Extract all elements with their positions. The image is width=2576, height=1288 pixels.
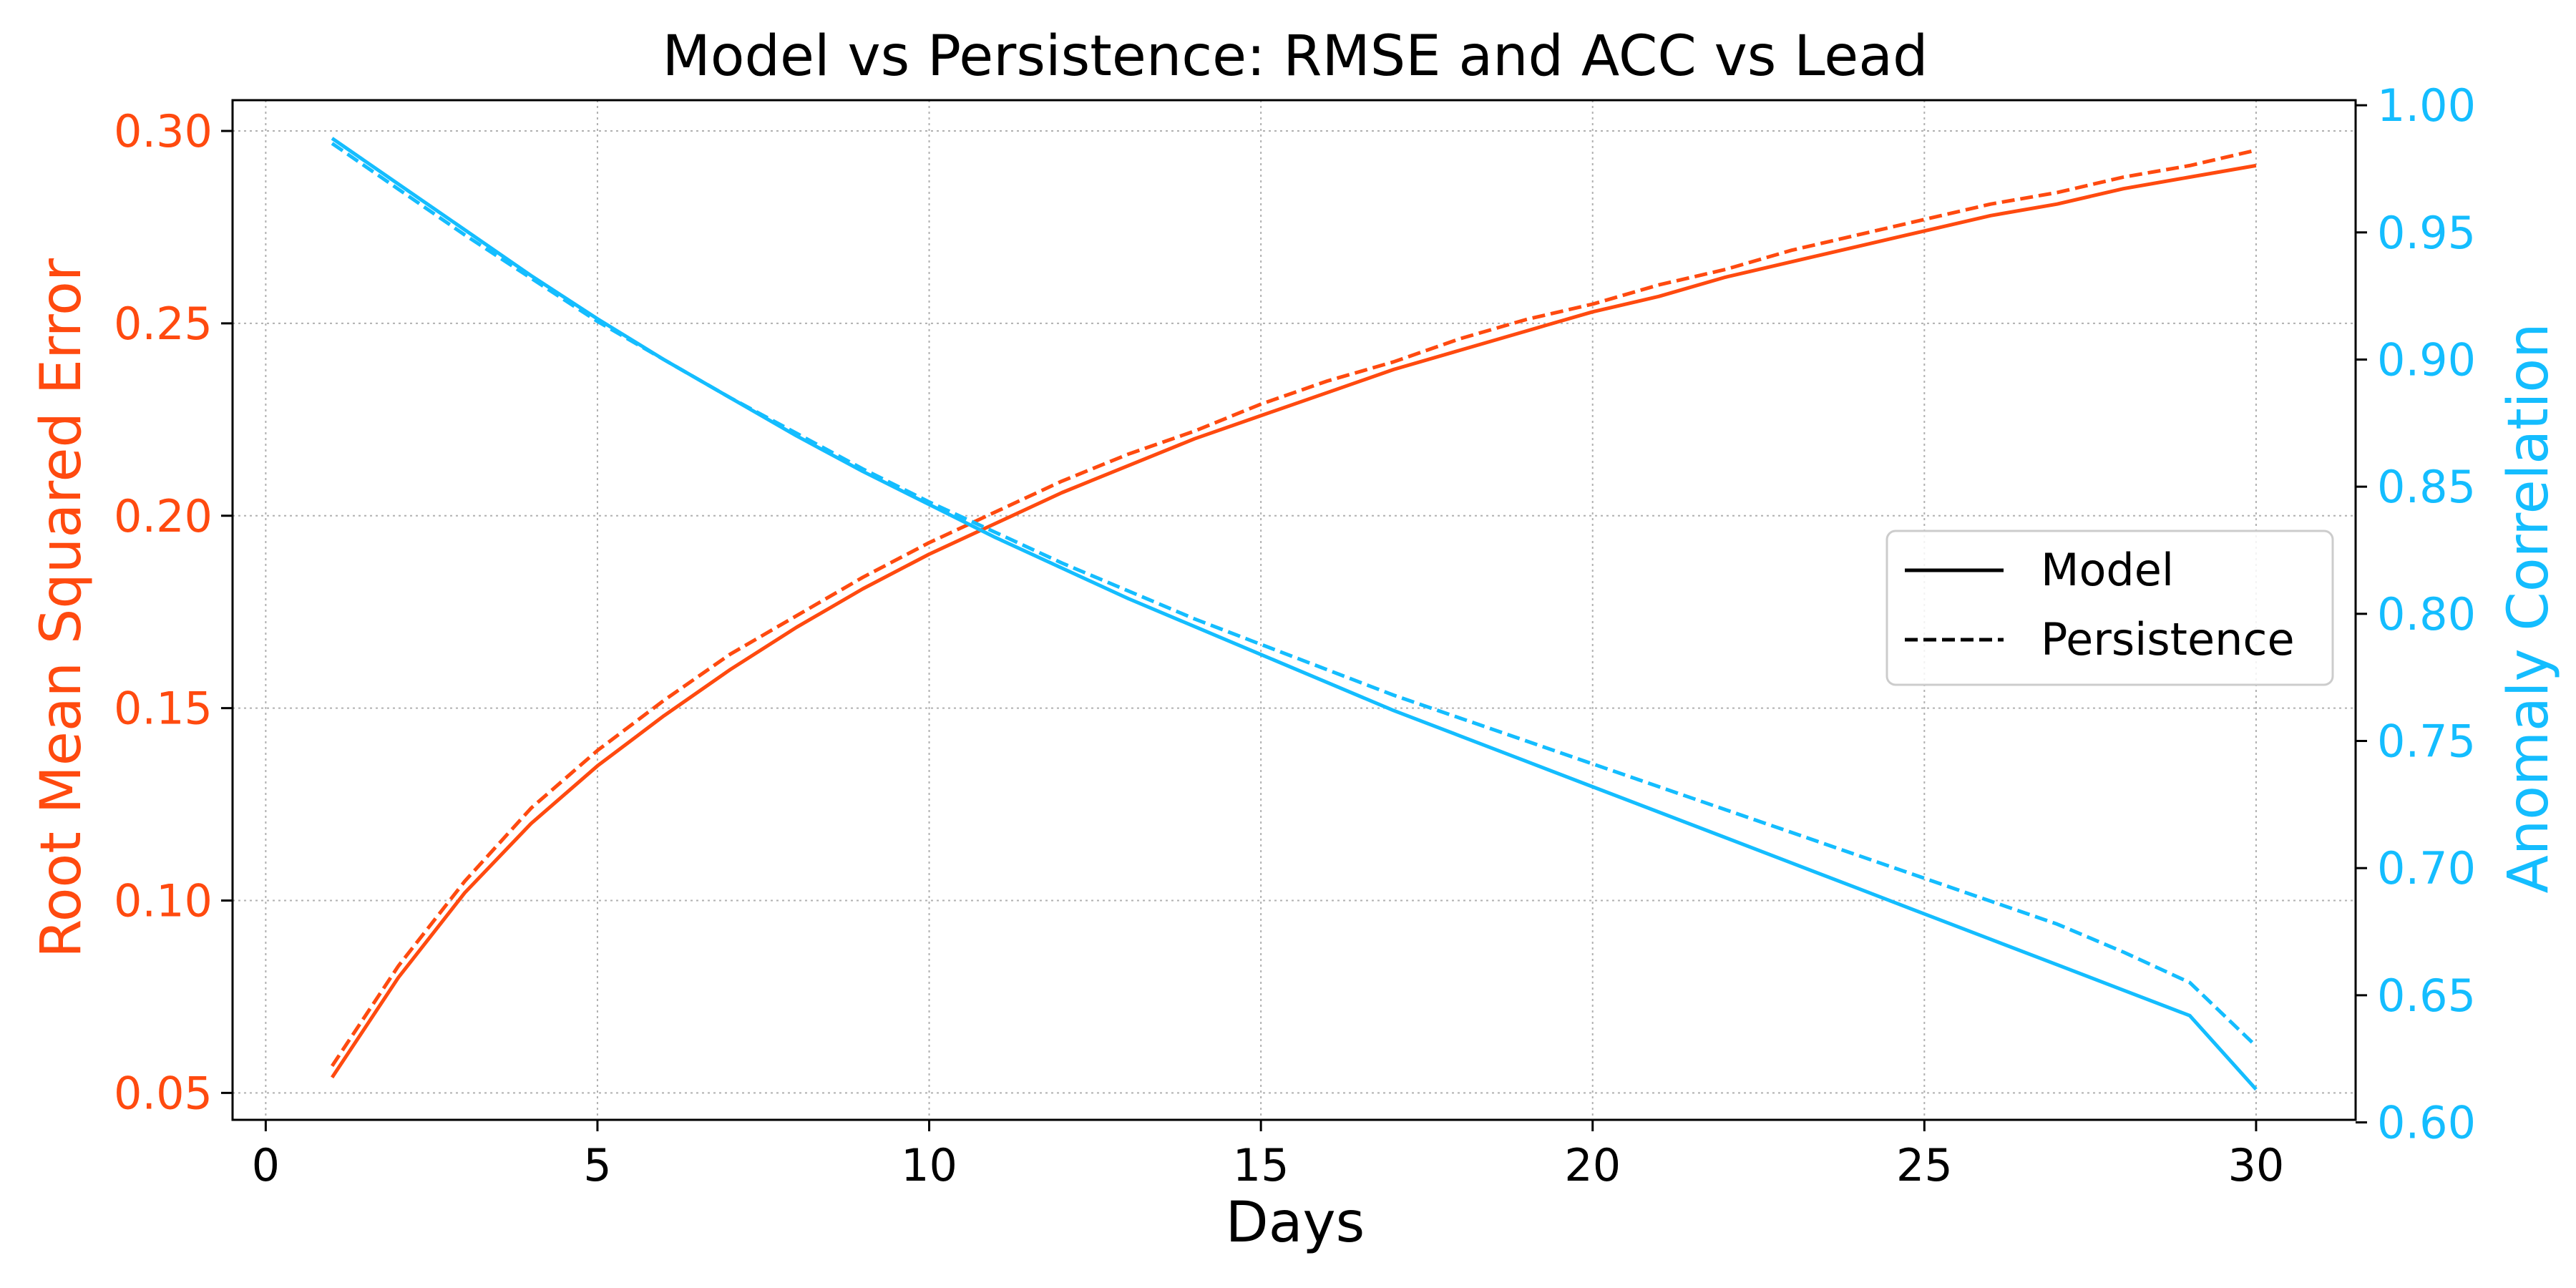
- x-tick-label: 30: [2228, 1139, 2284, 1191]
- series-line-rmse-model: [331, 163, 2257, 1079]
- y-left-tick-label: 0.10: [114, 874, 213, 927]
- x-tick-label: 25: [1896, 1139, 1953, 1191]
- y-right-tick-label: 0.95: [2377, 207, 2476, 259]
- x-tick-label: 5: [583, 1139, 611, 1191]
- x-tick-label: 15: [1233, 1139, 1289, 1191]
- legend: Model Persistence: [1885, 530, 2334, 686]
- series-lines: [331, 137, 2258, 1091]
- legend-label-persistence: Persistence: [2041, 613, 2295, 665]
- y-left-tick-label: 0.05: [114, 1067, 213, 1119]
- y-right-tick-label: 1.00: [2377, 79, 2476, 132]
- y-left-tick-label: 0.15: [114, 683, 213, 735]
- y-left-axis-label: Root Mean Squared Error: [29, 258, 94, 958]
- y-right-tick-label: 0.60: [2377, 1097, 2476, 1149]
- y-right-tick-label: 0.80: [2377, 588, 2476, 640]
- x-tick-label: 10: [901, 1139, 957, 1191]
- y-right-tick-label: 0.65: [2377, 970, 2476, 1022]
- y-right-axis-label: Anomaly Correlation: [2497, 323, 2561, 893]
- y-right-tick-label: 0.85: [2377, 461, 2476, 513]
- chart-title: Model vs Persistence: RMSE and ACC vs Le…: [662, 24, 1928, 89]
- y-right-tick-label: 0.70: [2377, 842, 2476, 894]
- plot-frame: [231, 99, 2357, 1121]
- x-tick-label: 20: [1564, 1139, 1621, 1191]
- y-left-tick-label: 0.25: [114, 298, 213, 350]
- y-left-tick-label: 0.20: [114, 490, 213, 542]
- y-right-tick-label: 0.75: [2377, 716, 2476, 768]
- legend-label-model: Model: [2041, 544, 2174, 596]
- series-line-acc-persistence: [331, 142, 2258, 1048]
- x-tick-label: 0: [252, 1139, 280, 1191]
- series-line-rmse-persistence: [331, 148, 2257, 1068]
- axis-ticks: 0 5 10 15 20 25 30 0.05 0.10 0.15 0.20 0.25 0.30 0.60…: [114, 79, 2476, 1191]
- y-left-tick-label: 0.30: [114, 105, 213, 157]
- y-right-tick-label: 0.90: [2377, 333, 2476, 386]
- x-axis-label: Days: [1226, 1191, 1365, 1255]
